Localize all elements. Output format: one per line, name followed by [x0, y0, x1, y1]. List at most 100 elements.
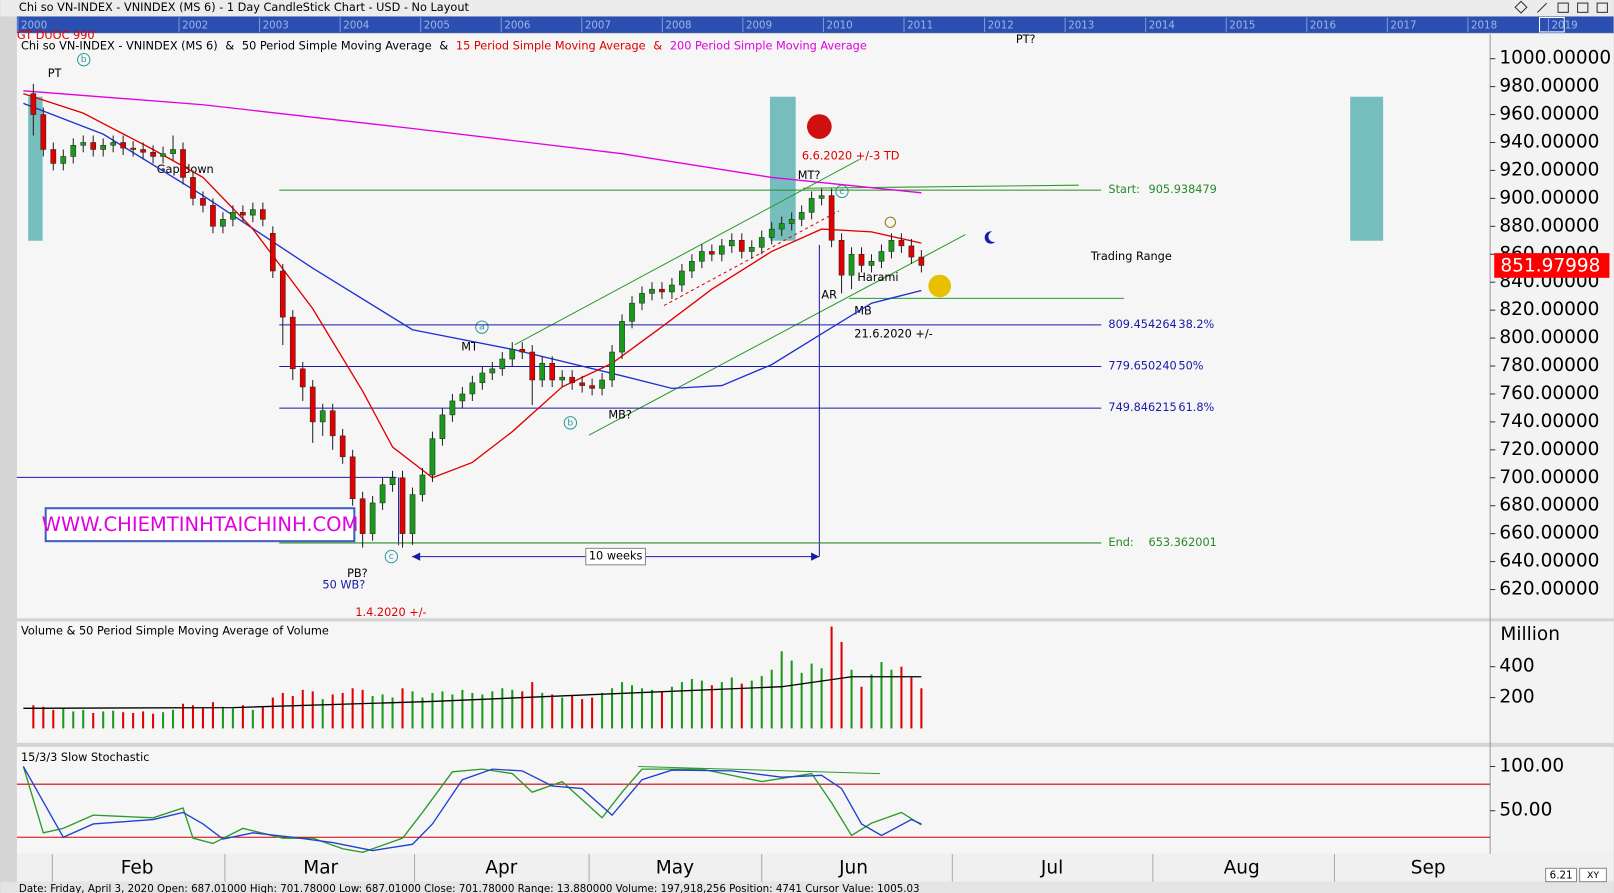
- volume-bar: [760, 675, 763, 729]
- candle-body: [649, 288, 655, 294]
- zoom-box[interactable]: [1545, 867, 1578, 883]
- candle-body: [699, 251, 705, 262]
- candle-body: [429, 438, 436, 476]
- volume-bar: [670, 686, 673, 729]
- volume-bar: [640, 688, 644, 729]
- y-tick-label: 940.00000: [1499, 131, 1599, 152]
- volume-bar: [122, 712, 125, 729]
- status-bar: [0, 881, 1614, 893]
- x-tick-label: Mar: [303, 857, 338, 878]
- candle-body: [120, 142, 126, 149]
- candle-body: [559, 376, 566, 381]
- icon[interactable]: [1596, 2, 1608, 13]
- year-label: 2008: [665, 20, 691, 32]
- candle-body: [669, 284, 675, 293]
- volume-bar: [251, 709, 254, 729]
- mode[interactable]: XY: [1587, 870, 1599, 881]
- y-tick-label: 980.00000: [1499, 76, 1599, 97]
- y-tick-label: 960.00000: [1499, 104, 1599, 125]
- candle-body: [679, 270, 685, 286]
- x-tick-label: Sep: [1411, 857, 1446, 878]
- zoom[interactable]: 6.21: [1550, 870, 1573, 882]
- icon[interactable]: [1537, 2, 1548, 13]
- drawing-tools: [16, 114, 1124, 775]
- candle-body: [409, 494, 416, 534]
- annotation: Harami: [857, 271, 898, 284]
- candle-body: [210, 205, 216, 227]
- candle-body: [80, 142, 87, 146]
- candle-body: [369, 502, 376, 534]
- volume-bar: [391, 697, 394, 729]
- line-series: [22, 766, 922, 853]
- volume-bar: [850, 669, 853, 729]
- volume-axis: [1490, 621, 1614, 743]
- legend-sep: &: [439, 39, 448, 52]
- mode-box[interactable]: [1579, 867, 1607, 883]
- volume-bar: [301, 689, 304, 729]
- volume-bar: [601, 692, 604, 729]
- level-value: 749.846215: [1108, 401, 1176, 414]
- candle-body: [389, 477, 396, 486]
- candle-body: [499, 358, 506, 370]
- legend-sep: &: [225, 39, 234, 52]
- volume-bar: [191, 705, 195, 729]
- year-strip: [16, 16, 1614, 33]
- volume-bar: [770, 669, 773, 729]
- y-tick-label: 640.00000: [1499, 551, 1599, 572]
- annotation: 21.6.2020 +/-: [854, 327, 932, 340]
- year-label: 2000: [21, 20, 47, 32]
- candle-body: [150, 152, 156, 157]
- candle-body: [399, 477, 406, 534]
- year-label: 2018: [1471, 20, 1497, 32]
- volume-bar: [162, 712, 165, 729]
- volume-bar: [571, 696, 574, 729]
- wave-label: a: [479, 322, 485, 333]
- legend-title: Chi so VN-INDEX - VNINDEX (MS 6): [21, 39, 218, 52]
- y-tick-label: 760.00000: [1499, 383, 1599, 404]
- year-label: 2007: [585, 20, 611, 32]
- candle-body: [539, 362, 546, 381]
- band: [1350, 96, 1384, 241]
- time-axis: [16, 853, 1614, 882]
- x-tick-label: Jun: [838, 857, 868, 878]
- candle-body: [329, 410, 336, 437]
- moon-glyph: [984, 231, 996, 244]
- last-price-box: [1494, 253, 1610, 278]
- level-ratio: 61.8%: [1178, 401, 1214, 414]
- volume-bar: [491, 691, 494, 729]
- candle-body: [878, 251, 885, 262]
- volume-bar: [790, 660, 793, 729]
- annotation: MT?: [798, 169, 821, 182]
- volume-bar: [720, 682, 723, 729]
- top-line: [802, 184, 1079, 189]
- volume-bar: [261, 706, 264, 729]
- candle-body: [888, 240, 895, 252]
- year-label: 2005: [424, 20, 450, 32]
- volume-bar: [621, 682, 624, 729]
- legend: Chi so VN-INDEX - VNINDEX (MS 6) & 50 Pe…: [21, 39, 867, 52]
- candle-body: [260, 209, 266, 220]
- annotation: MB?: [608, 409, 632, 422]
- window-icons[interactable]: [1514, 0, 1608, 14]
- volume-bar: [72, 711, 75, 729]
- y-tick-label: 660.00000: [1499, 523, 1599, 544]
- volume-bar: [331, 694, 334, 729]
- volume-bar: [451, 694, 454, 729]
- line-series: [23, 92, 922, 479]
- wave-circle: [384, 549, 399, 564]
- y-tick-label: 680.00000: [1499, 495, 1599, 516]
- volume-bar: [541, 692, 544, 729]
- icon[interactable]: [1577, 2, 1589, 13]
- candle-body: [299, 368, 306, 388]
- y-tick-label: 900.00000: [1499, 187, 1599, 208]
- volume-bar: [611, 688, 614, 729]
- candle-body: [629, 302, 635, 322]
- year-label: 2015: [1229, 20, 1255, 32]
- volume-bar: [351, 688, 354, 729]
- icon[interactable]: [1514, 0, 1528, 14]
- candle-body: [908, 245, 915, 258]
- title-bar: [0, 0, 1614, 17]
- watermark-box: [44, 507, 356, 543]
- icon[interactable]: [1557, 2, 1569, 13]
